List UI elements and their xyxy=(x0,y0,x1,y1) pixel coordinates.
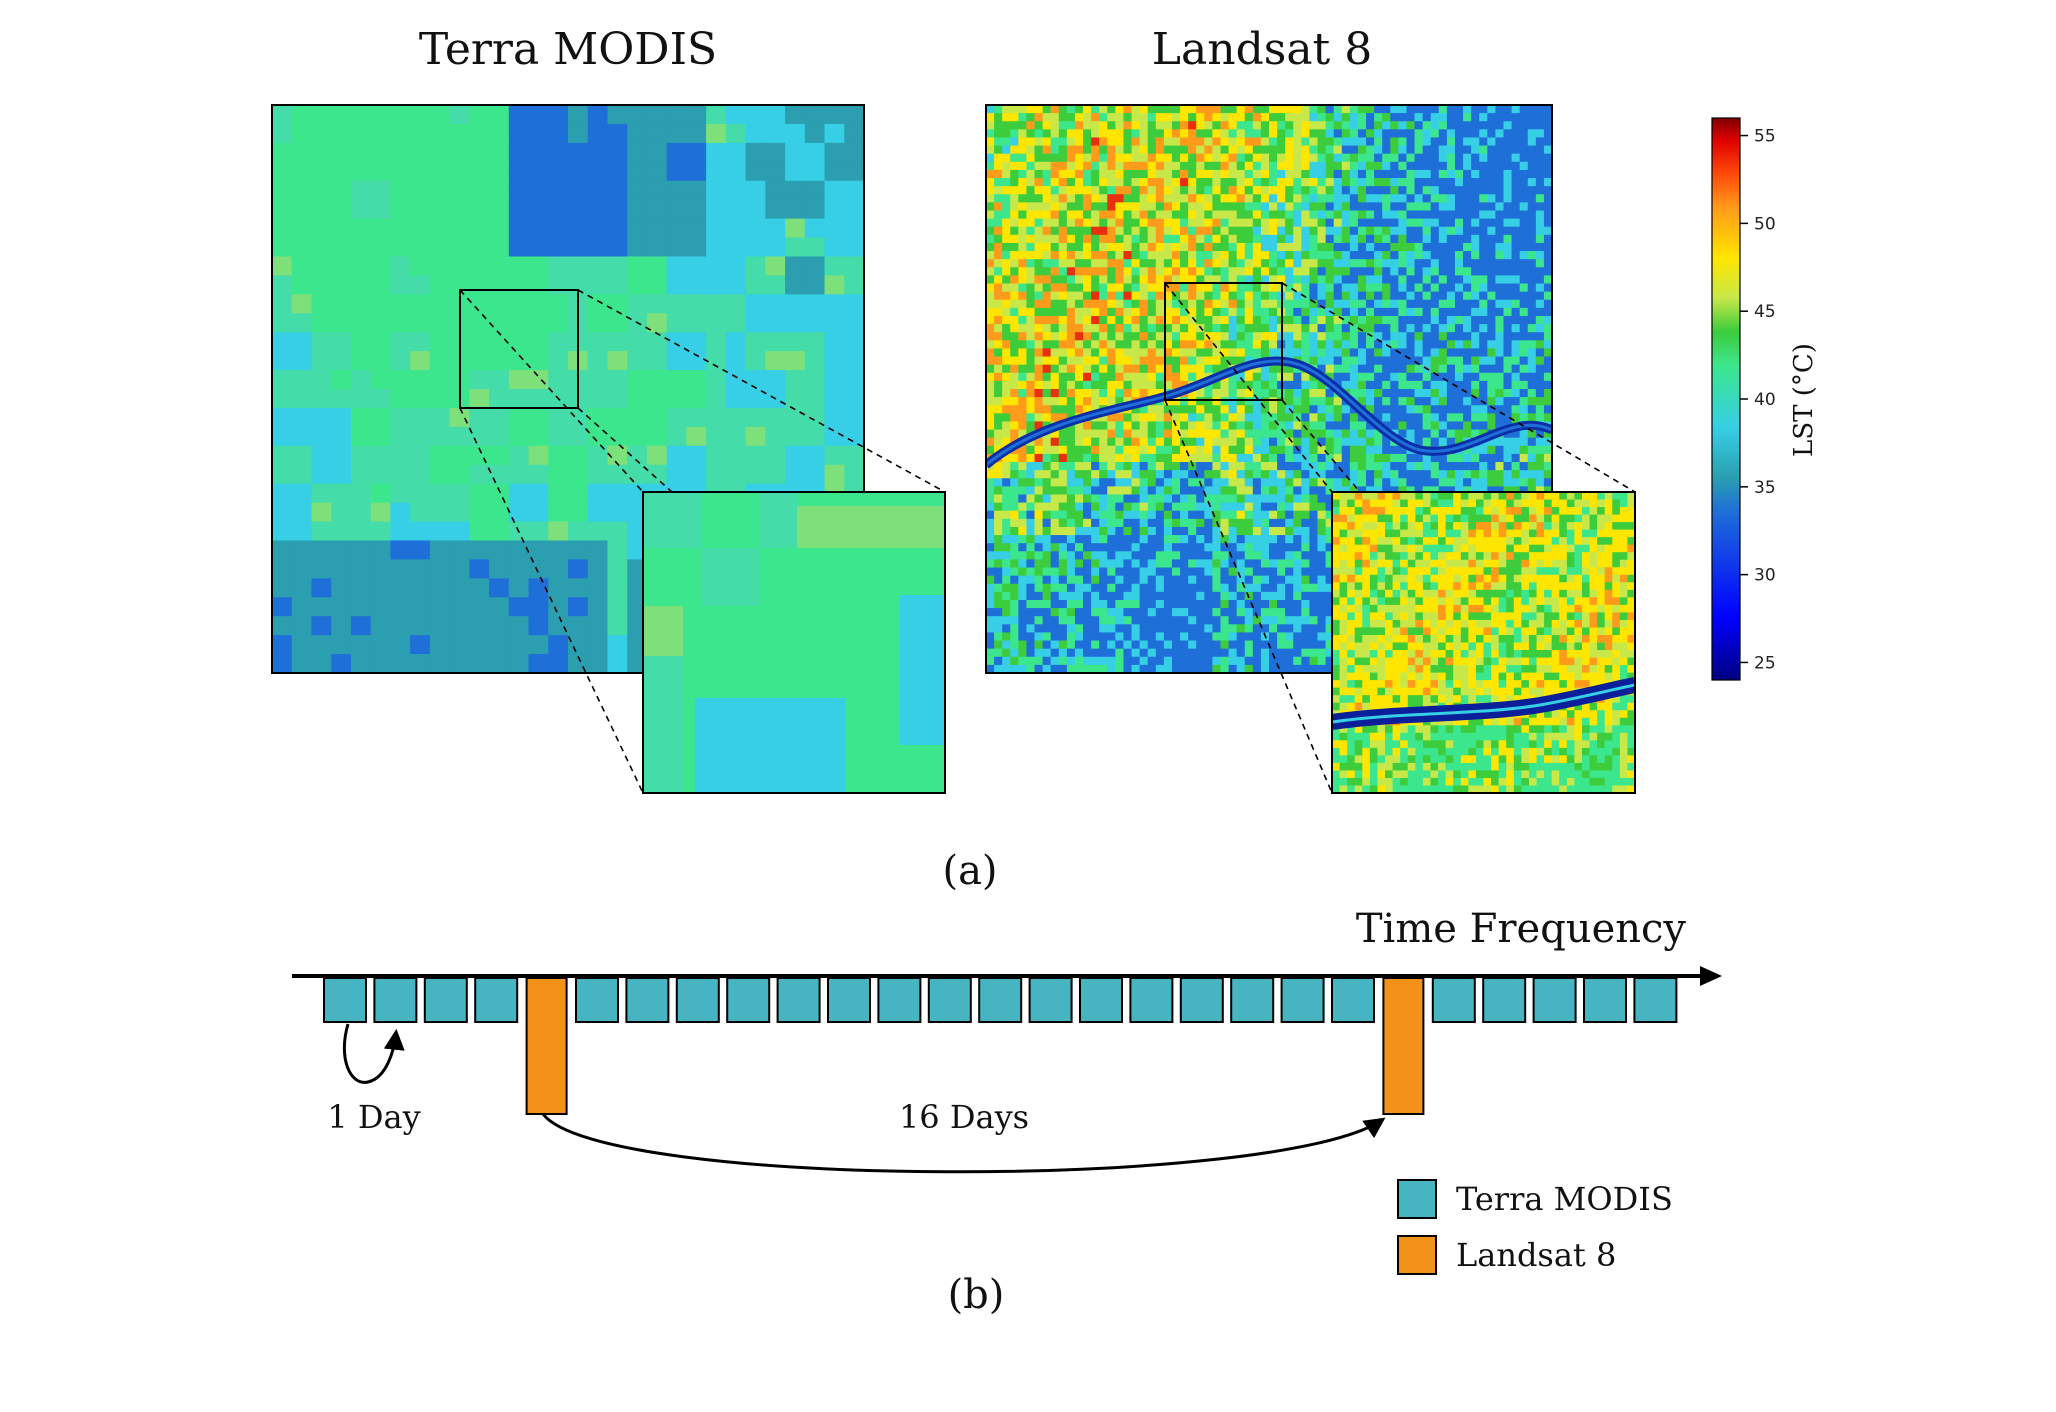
colorbar-ticks: 25 30 35 40 45 50 55 xyxy=(1740,127,1776,673)
landsat-8-zoom-connectors xyxy=(1164,282,1636,794)
terra-modis-acquisition xyxy=(1633,977,1678,1023)
landsat-8-zoom-inset xyxy=(1332,492,1635,793)
landsat-8-map-frame xyxy=(985,104,1553,674)
landsat-8-zoom-region xyxy=(1164,282,1283,401)
colorbar-tick-label: 50 xyxy=(1754,214,1776,234)
terra-modis-acquisition xyxy=(675,977,720,1023)
one-day-label: 1 Day xyxy=(327,1098,420,1136)
terra-modis-acquisition xyxy=(1280,977,1325,1023)
terra-modis-acquisition xyxy=(1028,977,1073,1023)
panel-b-caption: (b) xyxy=(948,1272,1005,1318)
colorbar-tick-label: 40 xyxy=(1754,390,1776,410)
terra-modis-acquisition xyxy=(877,977,922,1023)
sixteen-days-label: 16 Days xyxy=(899,1098,1029,1136)
terra-modis-acquisition xyxy=(373,977,418,1023)
sixteen-days-interval-arrow xyxy=(541,1113,1386,1174)
terra-modis-acquisition xyxy=(323,977,367,1023)
terra-modis-acquisition xyxy=(927,977,972,1023)
time-axis-arrowhead xyxy=(1700,966,1722,986)
terra-modis-acquisition xyxy=(1179,977,1224,1023)
terra-modis-acquisition xyxy=(474,977,519,1023)
colorbar-tick-label: 30 xyxy=(1754,566,1776,586)
terra-modis-acquisition xyxy=(1129,977,1174,1023)
one-day-interval-arrow xyxy=(343,1023,405,1084)
terra-modis-acquisition xyxy=(1230,977,1275,1023)
terra-modis-acquisition xyxy=(1331,977,1375,1023)
colorbar-tick-label: 55 xyxy=(1754,127,1776,147)
panel-a-caption: (a) xyxy=(942,848,997,894)
terra-modis-acquisition xyxy=(726,977,771,1023)
terra-modis-acquisition xyxy=(978,977,1023,1023)
landsat-8-acquisition xyxy=(1382,977,1425,1115)
terra-modis-acquisition xyxy=(1431,977,1476,1023)
terra-modis-zoom-inset xyxy=(643,492,945,793)
legend-label-landsat-8: Landsat 8 xyxy=(1456,1236,1616,1274)
terra-modis-zoom-frame xyxy=(642,491,946,794)
landsat-8-title: Landsat 8 xyxy=(1152,24,1372,75)
terra-modis-acquisition xyxy=(625,977,670,1023)
acquisition-timeline xyxy=(323,977,1678,1115)
colorbar-tick-label: 35 xyxy=(1754,478,1776,498)
colorbar-tick-label: 45 xyxy=(1754,302,1776,322)
terra-modis-acquisition xyxy=(1482,977,1527,1023)
legend-swatch-landsat-8 xyxy=(1397,1235,1437,1275)
terra-modis-acquisition xyxy=(575,977,619,1023)
terra-modis-title: Terra MODIS xyxy=(419,24,717,75)
terra-modis-map-frame xyxy=(271,104,865,674)
terra-modis-acquisition xyxy=(776,977,821,1023)
colorbar-tick-label: 25 xyxy=(1754,653,1776,673)
time-frequency-label: Time Frequency xyxy=(1356,906,1687,952)
lst-colorbar xyxy=(1711,117,1741,681)
terra-modis-acquisition xyxy=(423,977,468,1023)
landsat-8-zoom-frame xyxy=(1331,491,1636,794)
legend-label-terra-modis: Terra MODIS xyxy=(1456,1180,1673,1218)
legend-swatch-terra-modis xyxy=(1397,1179,1437,1219)
terra-modis-acquisition xyxy=(827,977,871,1023)
terra-modis-zoom-connectors xyxy=(459,289,946,794)
terra-modis-zoom-region xyxy=(459,289,579,409)
terra-modis-acquisition xyxy=(1532,977,1577,1023)
terra-modis-acquisition xyxy=(1079,977,1123,1023)
colorbar-label: LST (°C) xyxy=(1789,343,1819,457)
landsat-8-acquisition xyxy=(525,977,568,1115)
terra-modis-acquisition xyxy=(1583,977,1627,1023)
